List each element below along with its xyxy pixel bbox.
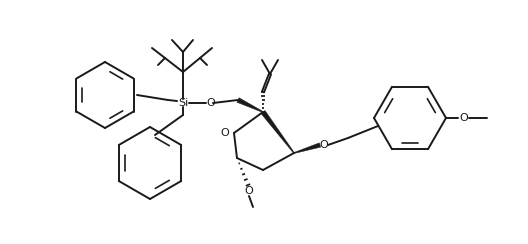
Polygon shape bbox=[237, 98, 263, 112]
Text: O: O bbox=[460, 113, 468, 123]
Polygon shape bbox=[261, 111, 295, 153]
Polygon shape bbox=[294, 143, 320, 153]
Text: Si: Si bbox=[178, 98, 188, 108]
Text: O: O bbox=[221, 128, 229, 138]
Text: O: O bbox=[319, 140, 328, 150]
Text: O: O bbox=[244, 186, 253, 196]
Text: O: O bbox=[206, 98, 215, 108]
